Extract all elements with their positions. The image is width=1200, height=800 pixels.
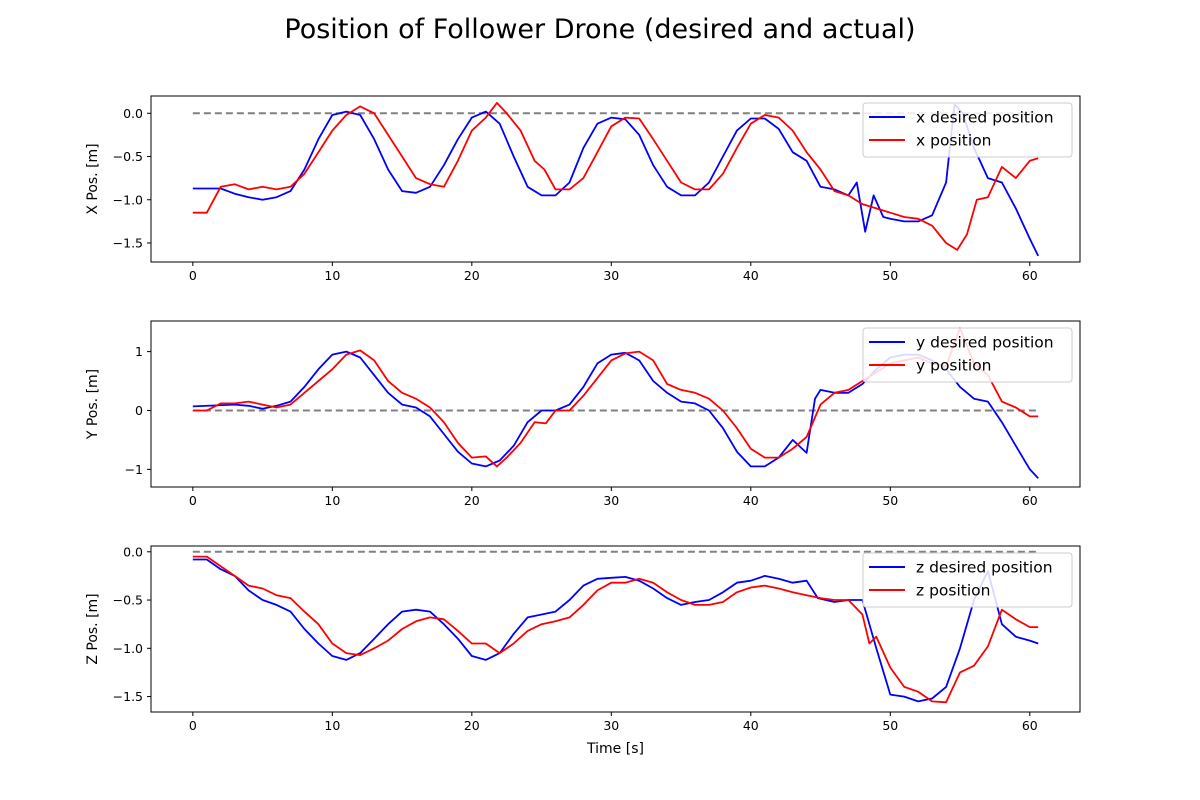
x-plot-legend-label: x desired position [916,109,1054,127]
z-plot-legend-label: z desired position [916,559,1053,577]
y-plot-x-tick-label: 60 [1022,493,1038,508]
z-plot-y-tick-label: 0.0 [123,544,143,559]
y-plot-y-tick-label: 0 [135,403,143,418]
z-plot-axes-frame [150,545,1081,713]
x-plot-series-actual-line [192,102,1039,251]
x-plot-legend-box [862,102,1073,158]
z-plot-legend: z desired position z position [862,552,1073,608]
x-plot-y-axis-label: X Pos. [m] [85,143,101,214]
x-plot-x-tick-label: 0 [189,268,197,283]
y-plot-y-tick-label: −1 [125,462,143,477]
z-plot-x-tick-label: 30 [603,718,619,733]
y-plot-x-tick-label: 30 [603,493,619,508]
z-plot-x-tick-label: 10 [324,718,340,733]
x-plot-y-tick-label: −1.0 [113,192,143,207]
y-plot-x-tick-label: 0 [189,493,197,508]
x-plot-x-tick-label: 20 [464,268,480,283]
x-plot-y-tick-label: 0.0 [123,106,143,121]
y-plot-y-axis-label: Y Pos. [m] [85,369,101,440]
z-plot-legend-label: z position [916,582,990,600]
z-plot-x-tick-label: 60 [1022,718,1038,733]
z-plot-x-axis-label: Time [s] [586,741,644,757]
y-plot-axes-frame [150,320,1081,488]
z-plot-y-axis-label: Z Pos. [m] [85,593,101,664]
x-plot-x-tick-label: 40 [743,268,759,283]
y-plot-legend: y desired position y position [862,327,1073,383]
z-plot-y-tick-label: −0.5 [113,593,143,608]
z-plot-x-tick-label: 20 [464,718,480,733]
x-plot-x-tick-label: 10 [324,268,340,283]
z-plot-x-tick-label: 50 [882,718,898,733]
z-plot-y-tick-label: −1.0 [113,641,143,656]
x-plot: 0 10 20 30 40 50 60 0.0 −0.5 −1.0 −1.5 X Pos. [m] x … [85,95,1081,283]
z-plot-y-tick-label: −1.5 [113,689,143,704]
subplots-container: 0 10 20 30 40 50 600.0−0.5−1.0−1.5X Pos. [m]x … [85,95,1081,757]
x-plot-legend: x desired position x position [862,102,1073,158]
y-plot-x-tick-label: 20 [464,493,480,508]
x-plot-x-tick-label: 30 [603,268,619,283]
z-plot-x-tick-label: 0 [189,718,197,733]
y-plot-x-tick-label: 50 [882,493,898,508]
x-plot-y-tick-label: −1.5 [113,235,143,250]
x-plot-y-tick-label: −0.5 [113,149,143,164]
y-plot-legend-label: y desired position [916,334,1054,352]
y-plot-y-tick-label: 1 [135,344,143,359]
x-plot-series-desired-line [192,103,1040,257]
y-plot-x-tick-label: 40 [743,493,759,508]
z-plot-series-desired-line [192,558,1039,703]
z-plot-legend-box [862,552,1073,608]
z-plot: 0 10 20 30 40 50 60 0.0 −0.5 −1.0 −1.5 Z Pos. [m] Ti… [85,544,1081,757]
x-plot-x-tick-label: 60 [1022,268,1038,283]
z-plot-x-tick-label: 40 [743,718,759,733]
y-plot-x-tick-label: 10 [324,493,340,508]
z-plot-series-actual-line [192,555,1039,704]
x-plot-legend-label: x position [916,132,992,150]
figure-title: Position of Follower Drone (desired and … [284,14,915,45]
y-plot-legend-label: y position [916,357,992,375]
y-plot-legend-box [862,327,1073,383]
x-plot-x-tick-label: 50 [882,268,898,283]
x-plot-axes-frame [150,95,1081,263]
